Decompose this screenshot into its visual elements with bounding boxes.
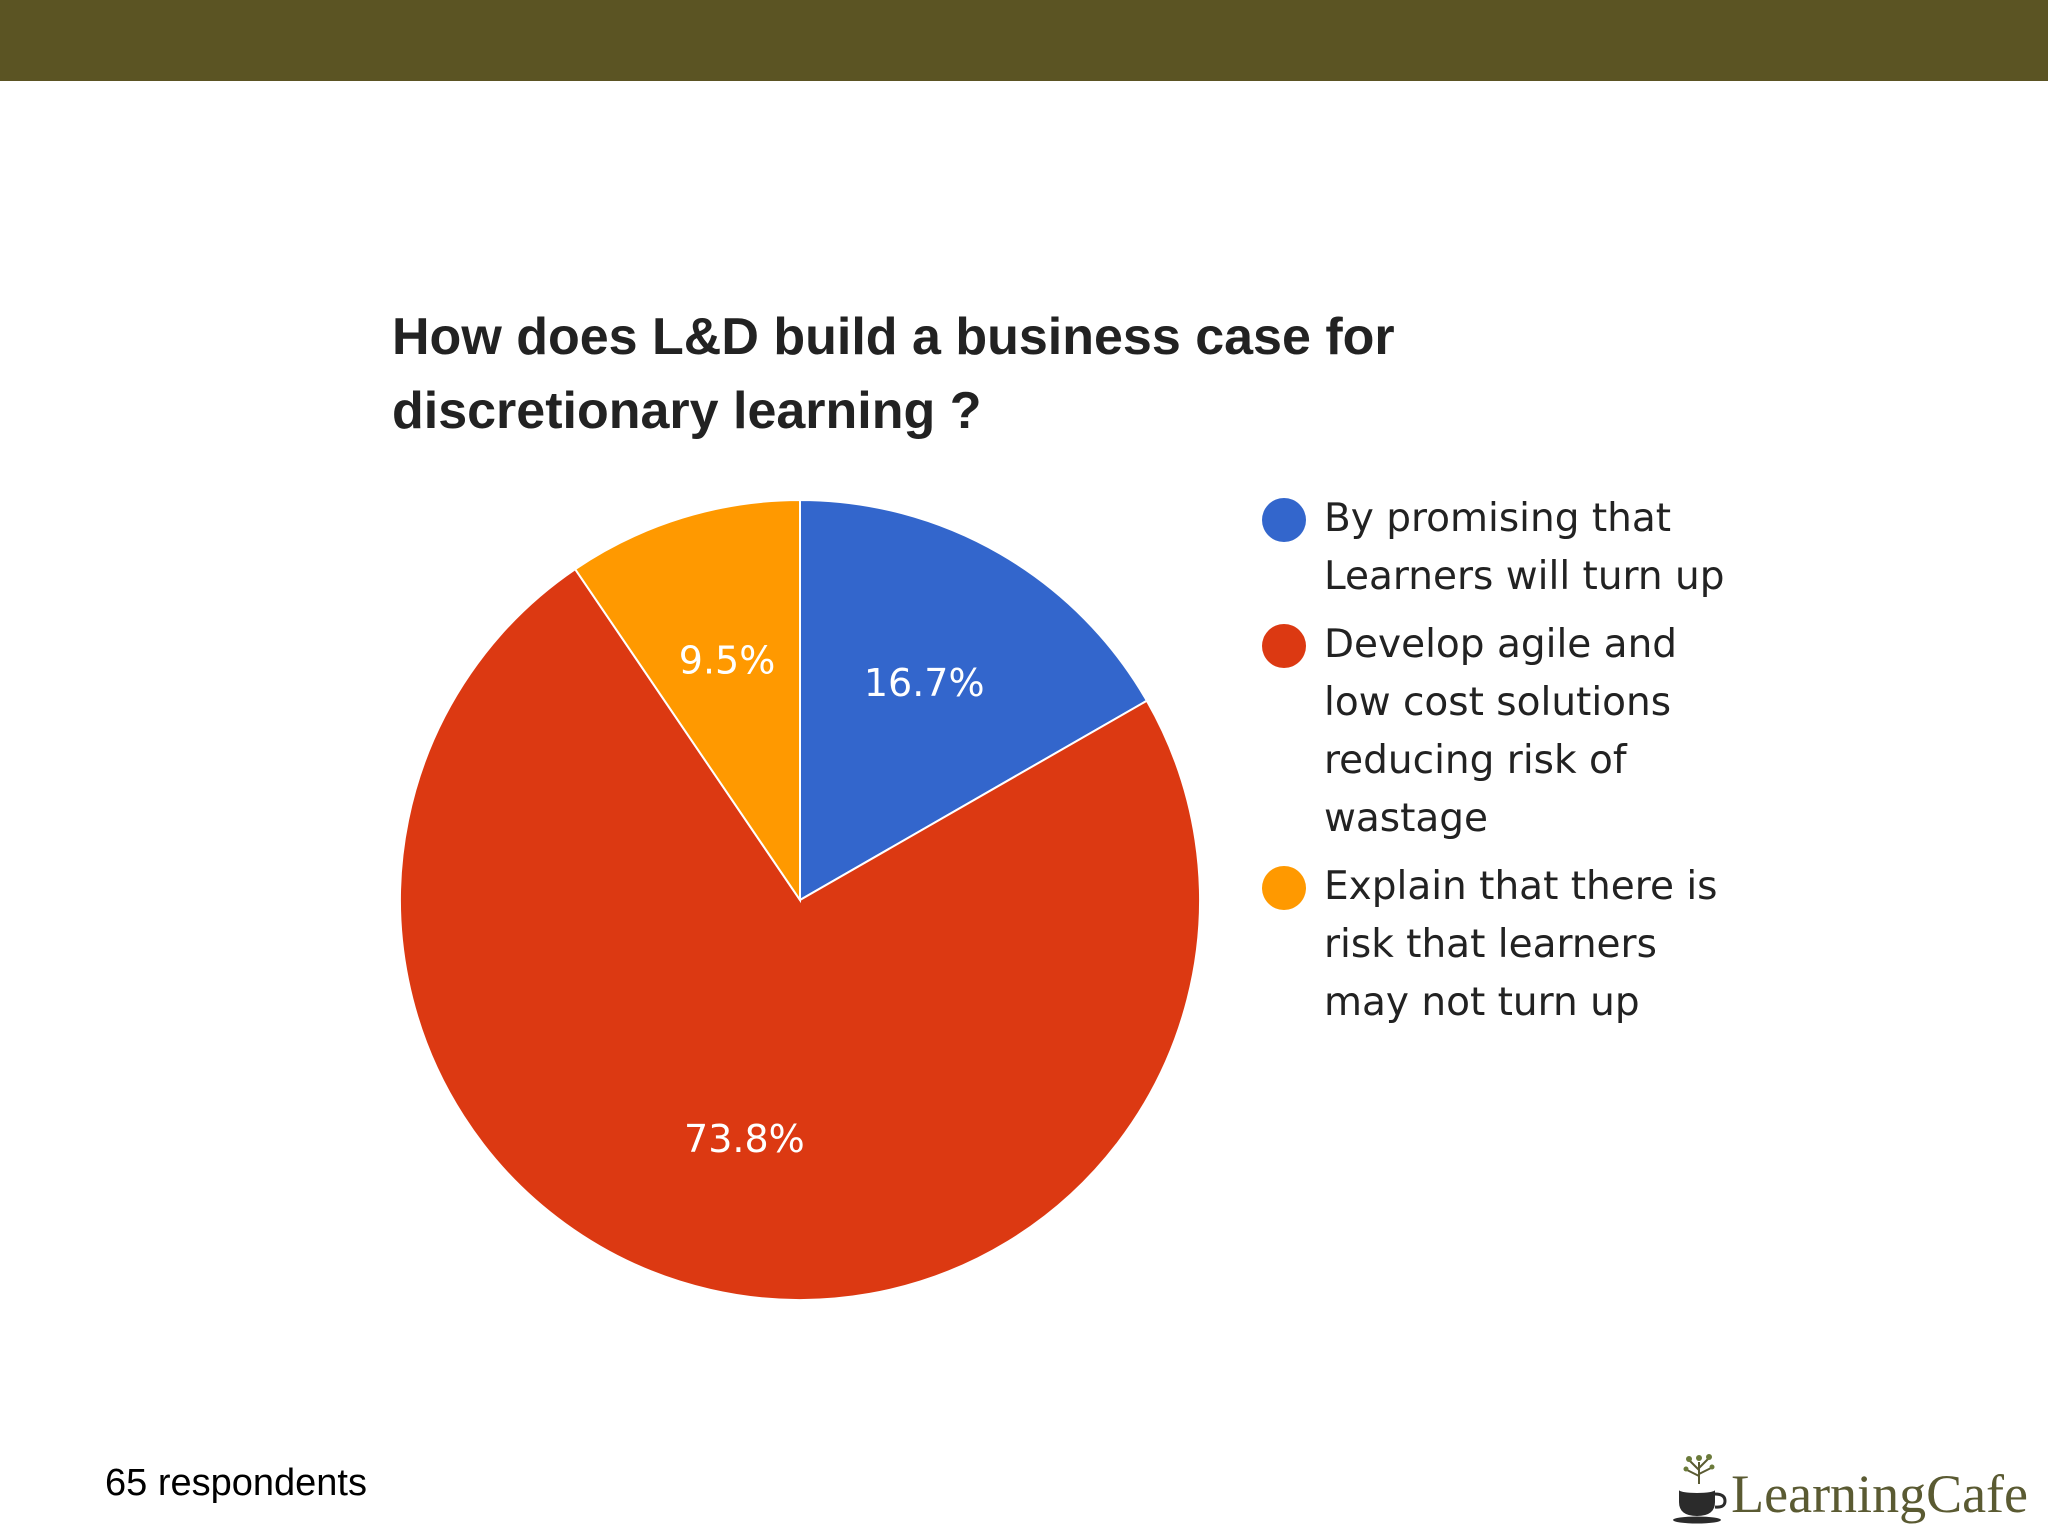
legend-line: may not turn up [1324, 980, 1640, 1025]
pie-slice[interactable] [573, 498, 801, 904]
slice-label: 73.8% [684, 1117, 805, 1161]
chart-title: How does L&D build a business case for d… [392, 300, 1552, 448]
legend-label: By promising that Learners will turn up [1324, 490, 1778, 606]
legend-line: By promising that [1324, 496, 1672, 541]
respondents-count: 65 respondents [105, 1462, 367, 1504]
coffee-cup-tree-icon [1673, 1454, 1727, 1524]
legend-line: wastage [1324, 796, 1489, 841]
legend-line: low cost solutions [1324, 680, 1672, 725]
legend-label: Develop agile and low cost solutions red… [1324, 616, 1778, 848]
top-bar [0, 0, 2048, 81]
legend-item[interactable]: Develop agile and low cost solutions red… [1258, 616, 1778, 848]
chart-title-line: discretionary learning ? [392, 382, 982, 440]
brand-name: LearningCafe [1731, 1464, 2028, 1524]
legend-item[interactable]: By promising that Learners will turn up [1258, 490, 1778, 606]
pie-chart: 16.7% 73.8% 9.5% [399, 498, 1201, 1301]
legend-item[interactable]: Explain that there is risk that learners… [1258, 858, 1778, 1032]
legend-marker [1262, 866, 1306, 910]
legend-marker [1262, 498, 1306, 542]
legend-label: Explain that there is risk that learners… [1324, 858, 1778, 1032]
legend-line: risk that learners [1324, 922, 1657, 967]
slice-label: 9.5% [679, 638, 776, 682]
chart-title-line: How does L&D build a business case for [392, 308, 1395, 366]
legend-line: Explain that there is [1324, 864, 1718, 909]
legend-line: reducing risk of [1324, 738, 1627, 783]
brand-logo: LearningCafe [1671, 1450, 2028, 1524]
legend-line: Learners will turn up [1324, 554, 1725, 599]
pie-slice[interactable] [399, 567, 1201, 1301]
legend-line: Develop agile and [1324, 622, 1678, 667]
slice-label: 16.7% [864, 661, 985, 705]
legend-marker [1262, 624, 1306, 668]
pie-slice[interactable] [799, 498, 1149, 902]
legend: By promising that Learners will turn up … [1258, 490, 1778, 1042]
